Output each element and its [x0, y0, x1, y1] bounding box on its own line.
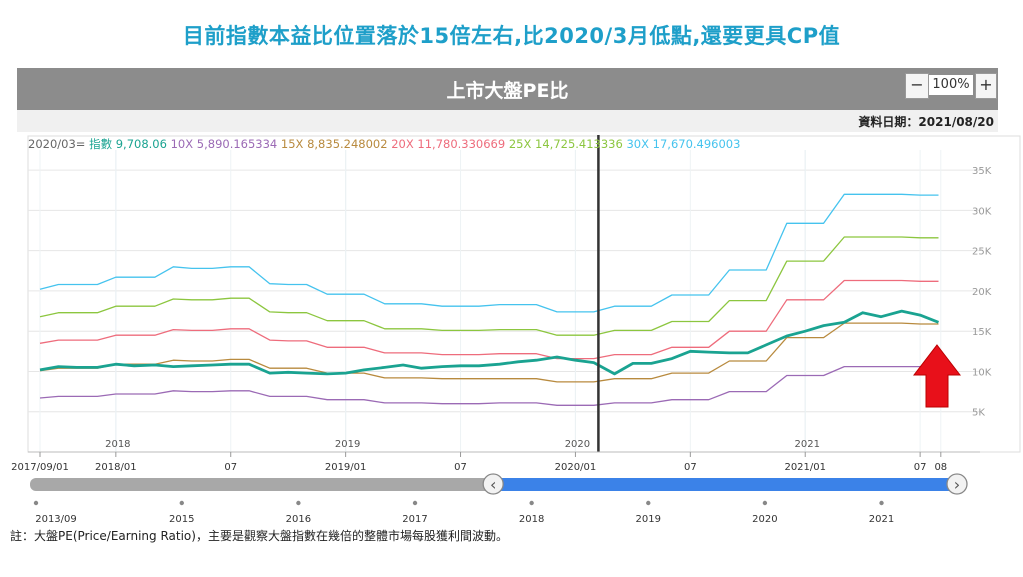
navigator-year-label: 2018 [519, 514, 544, 525]
x-tick-label: 2020/01 [555, 462, 597, 473]
series-line-指數 [39, 309, 940, 376]
navigator: ‹ › 2013/09 2015 2016 2017 2018 2019 2020 2021 [30, 473, 968, 525]
zoom-in-button[interactable]: + [975, 73, 997, 99]
x-tick-label: 07 [684, 462, 697, 473]
navigator-tick [412, 500, 418, 506]
y-tick-label: 25K [972, 247, 992, 258]
chart-panel: 上市大盤PE比 − 100% + 資料日期：2021/08/20 [17, 68, 998, 523]
data-date-bar: 資料日期：2021/08/20 [17, 110, 998, 132]
x-tick-label: 07 [454, 462, 467, 473]
x-tick-label: 2019/01 [325, 462, 367, 473]
x-tick-label: 07 [224, 462, 237, 473]
x-tick-label: 07 [914, 462, 927, 473]
series-line-10X [39, 365, 939, 406]
legend-item: 10X 5,890.165334 [171, 137, 281, 151]
navigator-tick [529, 500, 534, 506]
year-label: 2018 [105, 439, 130, 450]
chart-title: 上市大盤PE比 [446, 80, 569, 102]
y-tick-label: 35K [972, 166, 992, 177]
navigator-year-label: 2017 [402, 514, 427, 525]
y-tick-label: 15K [972, 327, 992, 338]
year-label: 2019 [335, 439, 360, 450]
headline: 目前指數本益比位置落於15倍左右,比2020/3月低點,還要更具CP值 [182, 24, 841, 48]
zoom-level: 100% [929, 75, 973, 95]
legend-item: 20X 11,780.330669 [391, 137, 509, 151]
y-tick-label: 10K [972, 367, 992, 378]
navigator-year-label: 2013/09 [35, 514, 77, 525]
year-label: 2020 [565, 439, 590, 450]
navigator-right-handle[interactable] [946, 473, 968, 495]
y-tick-label: 5K [972, 408, 985, 419]
y-axis: 5K 10K 15K 20K 25K 30K 35K [972, 166, 992, 419]
grid [27, 135, 1021, 453]
navigator-tick [296, 500, 301, 506]
legend-item: 30X 17,670.496003 [626, 137, 740, 151]
legend-prefix: 2020/03= [28, 137, 89, 151]
legend-text: 2020/03= 指數 9,708.06 10X 5,890.165334 15… [28, 137, 740, 151]
navigator-left-handle-glyph: ‹ [490, 475, 496, 494]
series-line-15X [39, 322, 939, 383]
y-tick-label: 20K [972, 287, 992, 298]
series-line-20X [39, 279, 939, 360]
navigator-year-label: 2021 [869, 514, 894, 525]
arrow-shape [912, 344, 962, 408]
x-tick-label: 2021/01 [784, 462, 826, 473]
legend-item: 15X 8,835.248002 [281, 137, 391, 151]
footnote: 註：大盤PE(Price/Earning Ratio)，主要是觀察大盤指數在幾倍… [10, 529, 508, 543]
navigator-selection [493, 478, 959, 491]
y-tick-label: 30K [972, 206, 992, 217]
x-tick-label: 2017/09/01 [11, 462, 69, 473]
navigator-tick [179, 500, 184, 506]
plot-area-border [27, 135, 1021, 453]
series-lines [39, 193, 940, 406]
data-date: 資料日期：2021/08/20 [858, 115, 994, 129]
x-tick-label: 2018/01 [95, 462, 137, 473]
zoom-out-button[interactable]: − [905, 73, 929, 99]
navigator-year-label: 2015 [169, 514, 194, 525]
navigator-tick [646, 500, 651, 506]
navigator-year-label: 2020 [752, 514, 777, 525]
navigator-tick [879, 500, 884, 506]
legend: 2020/03= 指數 9,708.06 10X 5,890.165334 15… [28, 137, 740, 151]
navigator-year-label: 2016 [286, 514, 311, 525]
navigator-right-handle-glyph: › [954, 475, 960, 494]
x-tick-label: 08 [934, 462, 947, 473]
x-axis: 2018 2019 2020 2021 2017/09/01 2018/01 07 2019/… [11, 439, 980, 473]
series-line-30X [39, 193, 939, 313]
chart-title-bar: 上市大盤PE比 − 100% + [17, 68, 998, 110]
series-line-25X [39, 236, 939, 336]
legend-item: 指數 9,708.06 [89, 137, 171, 151]
legend-item: 25X 14,725.413336 [509, 137, 627, 151]
navigator-left-handle[interactable] [482, 473, 504, 495]
red-up-arrow [912, 344, 962, 408]
year-label: 2021 [795, 439, 820, 450]
navigator-tick [762, 500, 768, 506]
navigator-year-label: 2019 [636, 514, 661, 525]
navigator-tick [33, 500, 39, 506]
